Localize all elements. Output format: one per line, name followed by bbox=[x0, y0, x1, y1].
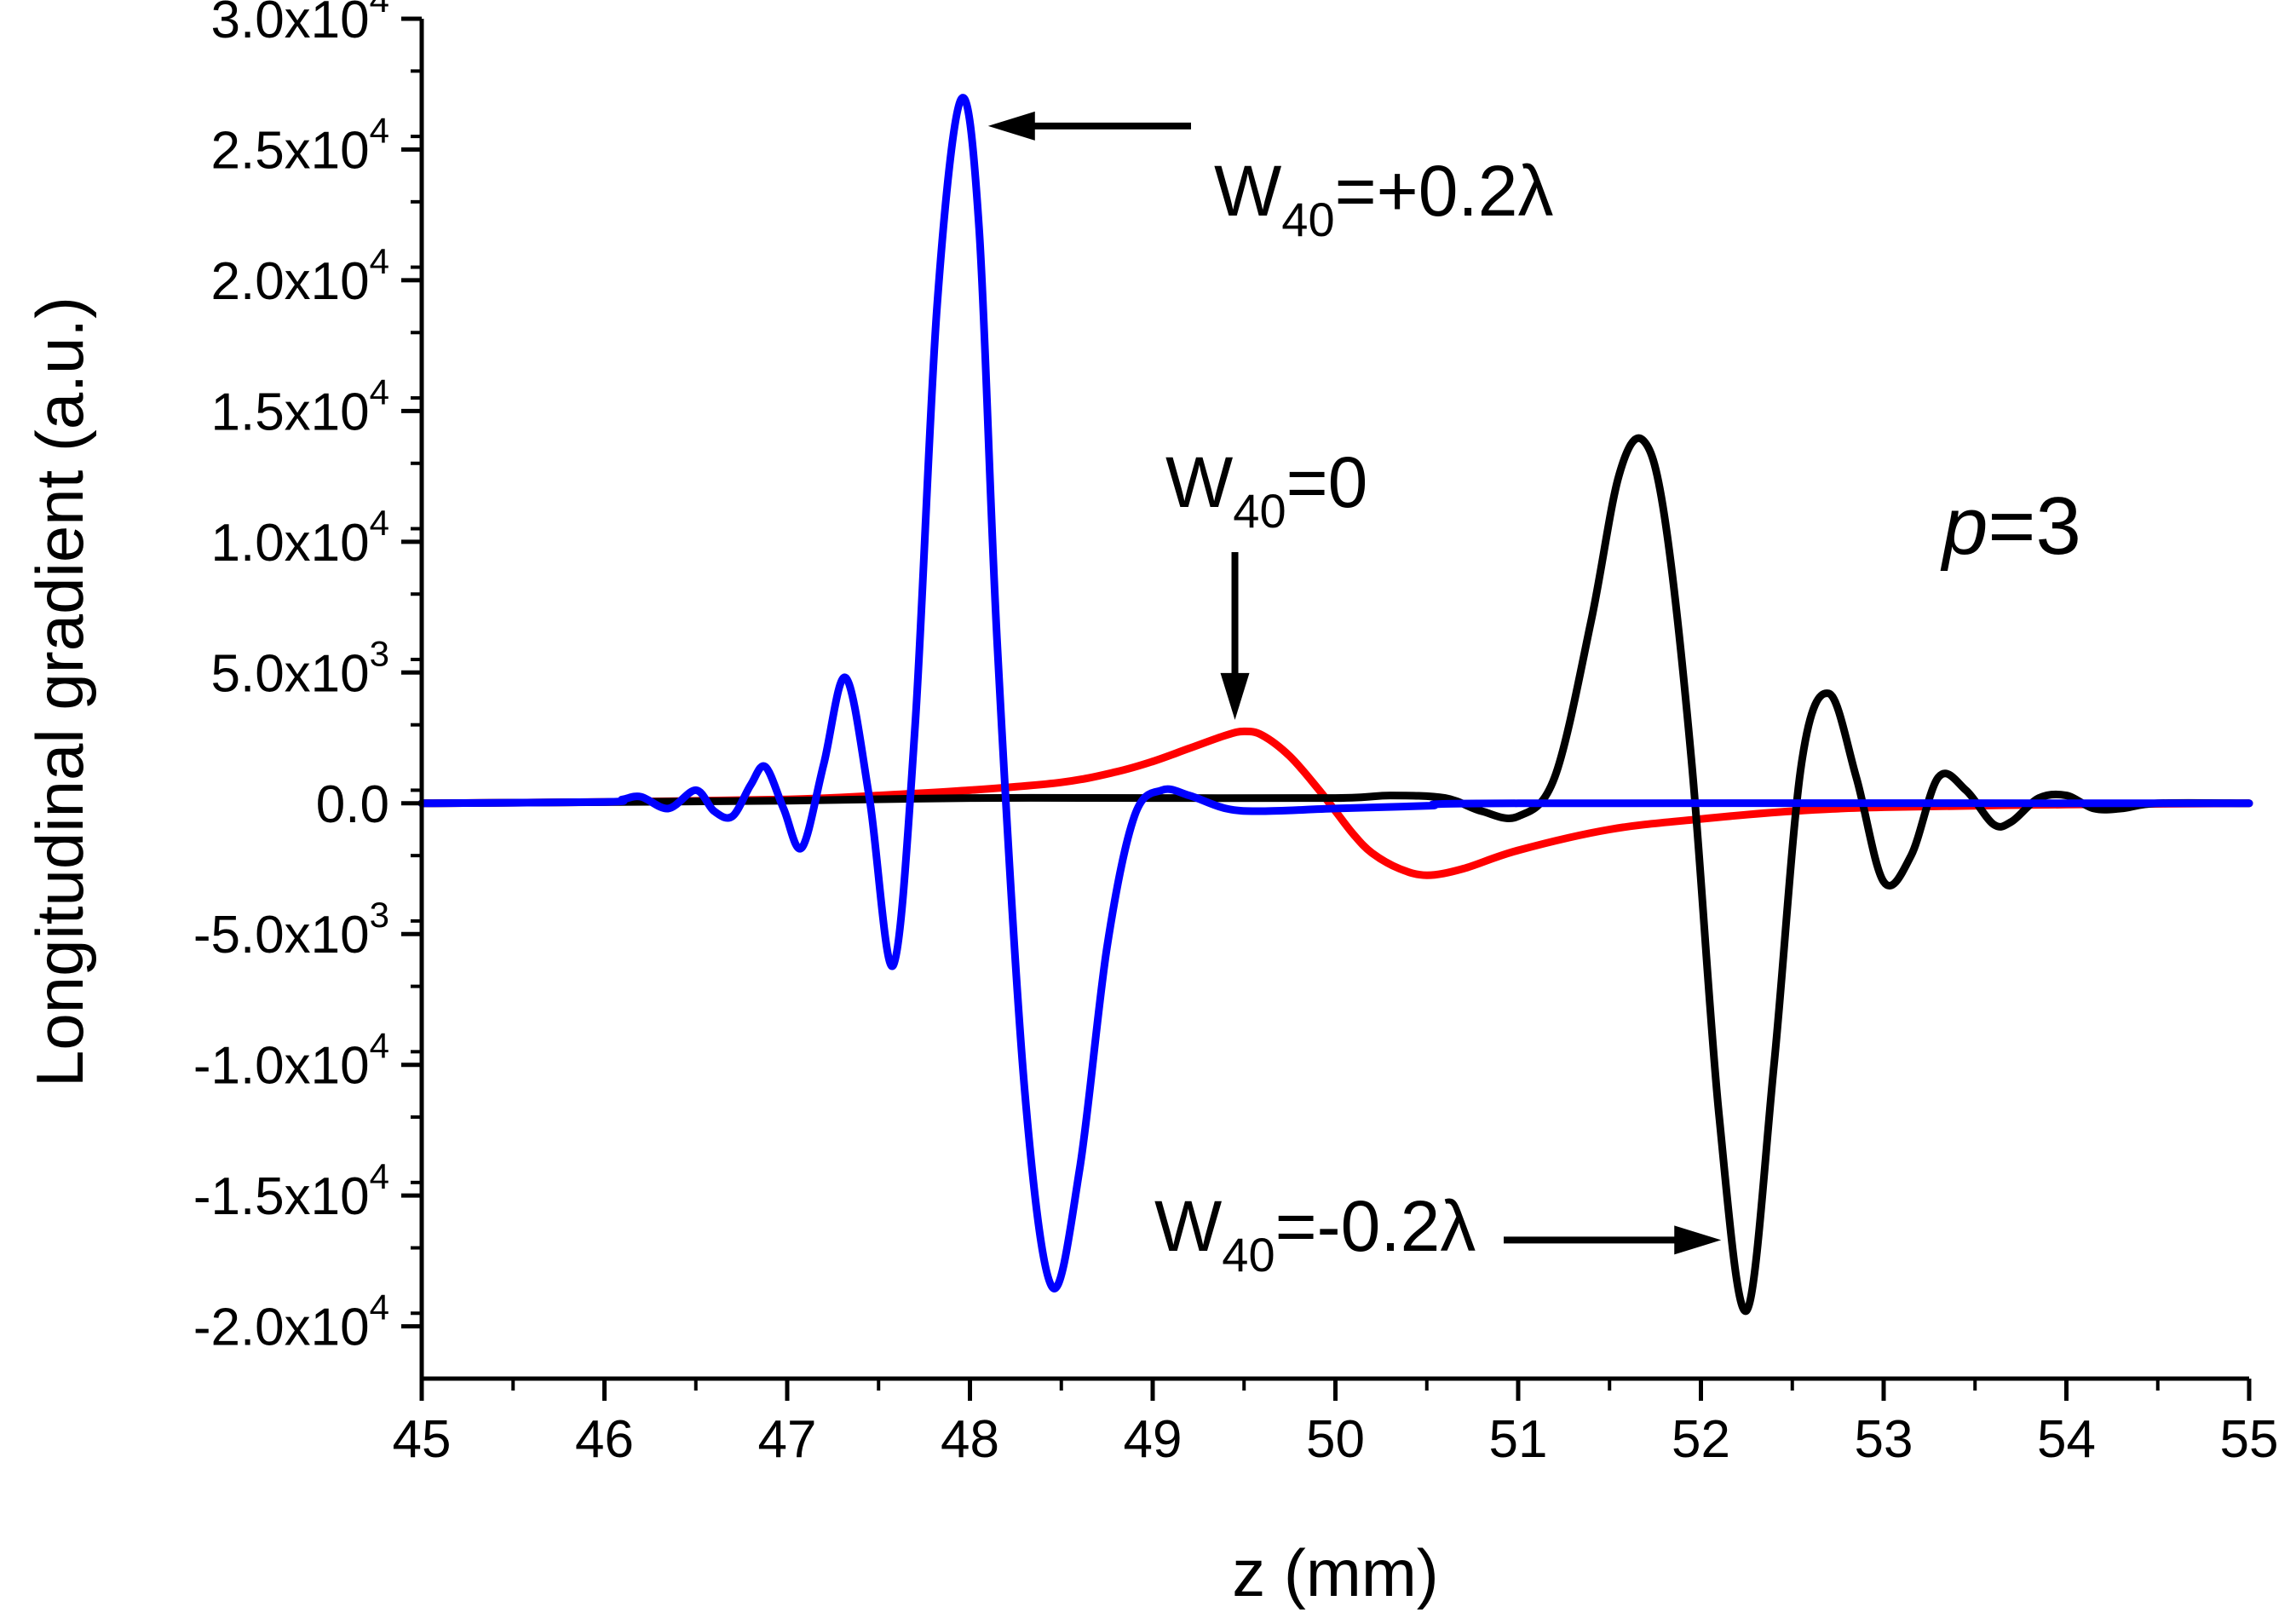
x-axis-title: z (mm) bbox=[1232, 1535, 1439, 1610]
x-tick-label: 47 bbox=[758, 1410, 817, 1469]
x-tick-label: 50 bbox=[1306, 1410, 1365, 1469]
annotation-w40-zero: W40=0 bbox=[1165, 442, 1367, 538]
x-tick-label: 45 bbox=[393, 1410, 452, 1469]
y-axis-title: Longitudinal gradient (a.u.) bbox=[22, 297, 97, 1087]
y-tick-label: -1.5x104 bbox=[193, 1156, 389, 1226]
annotation-w40-minus: W40=-0.2λ bbox=[1154, 1186, 1476, 1281]
arrow-minus-head bbox=[1674, 1225, 1722, 1255]
ticks-layer: 45 46 47 48 49 50 51 52 53 54 55 3.0x104 2.5x104 2.0x… bbox=[193, 0, 2279, 1469]
x-tick-label: 49 bbox=[1124, 1410, 1183, 1469]
x-tick-label: 46 bbox=[575, 1410, 634, 1469]
y-tick-label: -2.0x104 bbox=[193, 1287, 389, 1357]
series-black-line bbox=[417, 434, 2253, 1316]
y-tick-label: 0.0 bbox=[316, 775, 389, 834]
y-tick-label: -5.0x103 bbox=[193, 895, 389, 965]
y-tick-label: 2.5x104 bbox=[210, 110, 389, 180]
x-tick-label: 51 bbox=[1489, 1410, 1548, 1469]
y-tick-label: 5.0x103 bbox=[210, 633, 389, 703]
x-tick-label: 52 bbox=[1672, 1410, 1730, 1469]
series-layer bbox=[417, 94, 2253, 1316]
x-tick-label: 55 bbox=[2220, 1410, 2279, 1469]
annotation-p: p=3 bbox=[1940, 481, 2081, 572]
arrow-zero-head bbox=[1220, 672, 1250, 720]
annotation-w40-plus: W40=+0.2λ bbox=[1214, 151, 1553, 246]
y-tick-label: 1.5x104 bbox=[210, 371, 389, 441]
x-tick-label: 48 bbox=[941, 1410, 999, 1469]
series-blue-line bbox=[417, 94, 2253, 1293]
y-tick-label: 1.0x104 bbox=[210, 503, 389, 573]
arrow-plus-head bbox=[987, 111, 1035, 141]
x-tick-label: 53 bbox=[1855, 1410, 1913, 1469]
y-tick-label: 3.0x104 bbox=[210, 0, 389, 49]
annotations: W40=+0.2λ W40=0 W40=-0.2λ p=3 bbox=[987, 111, 2081, 1281]
y-tick-label: 2.0x104 bbox=[210, 241, 389, 311]
x-tick-label: 54 bbox=[2037, 1410, 2096, 1469]
y-tick-label: -1.0x104 bbox=[193, 1026, 389, 1096]
